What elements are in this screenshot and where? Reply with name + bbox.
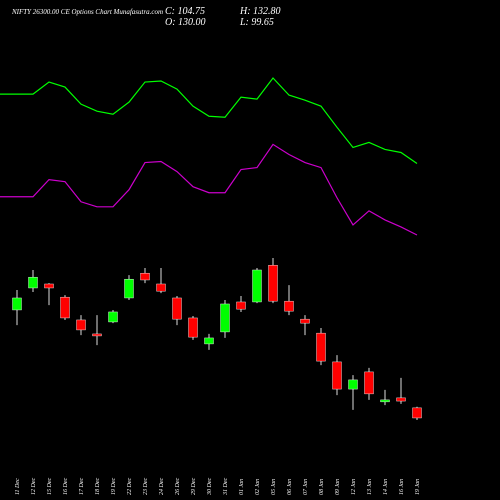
x-tick-label: 26 Dec [175,478,181,495]
x-tick-label: 12 Dec [31,478,37,495]
candle-body [236,301,246,310]
x-tick-label: 11 Dec [15,478,21,495]
candle-body [204,337,214,345]
x-tick-label: 16 Jan [399,479,405,495]
candle-body [44,283,54,289]
candle-body [28,276,38,289]
x-tick-label: 13 Jan [367,479,373,495]
high-readout: H: 132.80 [239,6,281,17]
x-tick-label: 15 Dec [47,478,53,495]
x-tick-label: 17 Dec [79,478,85,495]
x-tick-label: 05 Jan [271,479,277,495]
x-tick-label: 06 Jan [287,479,293,495]
x-tick-label: 08 Jan [319,479,325,495]
x-tick-label: 22 Dec [127,478,133,495]
candle-body [92,333,102,337]
candle-body [156,283,166,292]
candle-body [332,361,342,390]
candle-body [348,379,358,390]
indicator-line [0,77,418,165]
x-tick-label: 14 Jan [382,479,389,495]
candle-body [12,297,22,311]
candle-body [108,311,118,323]
close-readout: C: 104.75 [165,6,205,17]
candle-body [60,296,70,319]
x-tick-label: 24 Dec [158,478,165,495]
x-tick-label: 09 Jan [335,479,341,495]
x-tick-label: 19 Dec [111,478,117,495]
candle-body [124,278,134,299]
candle-body [412,407,422,419]
indicator-line [0,143,418,236]
candle-body [316,332,326,362]
x-tick-label: 01 Jan [239,479,245,495]
x-tick-label: 18 Dec [95,478,101,495]
candle-body [252,269,262,303]
x-tick-label: 29 Dec [191,478,197,495]
open-readout: O: 130.00 [165,17,206,28]
x-tick-label: 31 Dec [223,478,229,496]
candle-body [172,297,182,320]
x-tick-label: 16 Dec [63,478,69,495]
candle-body [396,397,406,402]
candle-body [188,317,198,338]
candle-body [76,319,86,331]
x-tick-label: 07 Jan [303,479,309,495]
low-readout: L: 99.65 [239,17,274,28]
candle-body [268,264,278,302]
candle-body [380,399,390,403]
candle-body [364,371,374,395]
chart-title: NIFTY 26300.00 CE Options Chart Munafasu… [11,8,163,16]
x-tick-label: 02 Jan [255,479,261,495]
x-tick-label: 19 Jan [415,479,421,495]
candle-body [284,300,294,312]
candle-body [220,303,230,333]
x-tick-label: 23 Dec [143,478,149,495]
x-tick-label: 30 Dec [207,478,213,496]
x-tick-label: 12 Jan [351,479,357,495]
candle-body [140,272,150,281]
candle-body [300,318,310,324]
